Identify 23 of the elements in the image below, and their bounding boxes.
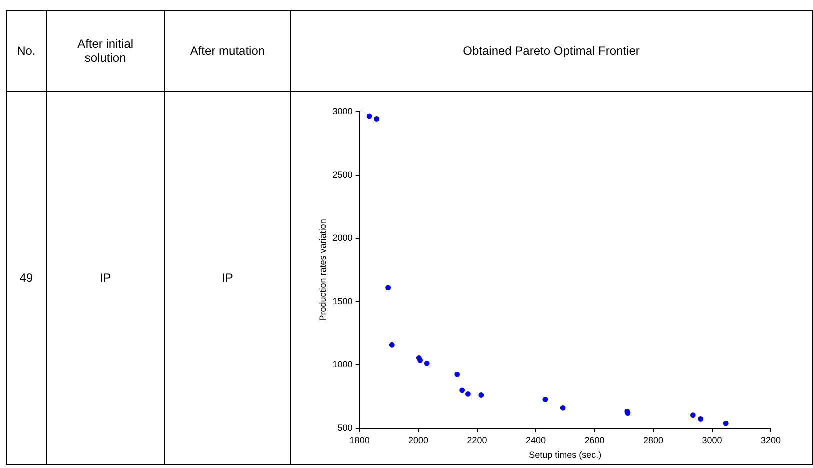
y-tick-label: 500 xyxy=(338,422,353,433)
text: Obtained Pareto Optimal Frontier xyxy=(290,10,812,92)
x-tick-label: 3000 xyxy=(702,435,722,446)
y-tick-label: 1500 xyxy=(332,296,353,306)
x-tick-label: 2000 xyxy=(408,435,429,446)
x-tick-label: 3200 xyxy=(761,435,782,446)
y-tick-label: 2500 xyxy=(332,170,353,180)
text: No. xyxy=(6,10,46,92)
x-tick-label: 2800 xyxy=(644,435,664,446)
x-tick-label: 2400 xyxy=(526,435,546,446)
y-axis-title: Production rates variation xyxy=(318,219,328,322)
y-tick-label: 3000 xyxy=(332,106,353,116)
y-tick-label: 1000 xyxy=(332,360,353,370)
text: IP xyxy=(164,92,291,464)
text: After initial solution xyxy=(46,10,165,92)
x-tick-label: 1800 xyxy=(350,435,370,446)
text: After mutation xyxy=(164,10,291,92)
text: 49 xyxy=(6,92,46,464)
text: IP xyxy=(46,92,165,464)
x-axis-title: Setup times (sec.) xyxy=(529,450,602,460)
y-tick-label: 2000 xyxy=(332,233,353,244)
x-tick-label: 2600 xyxy=(584,435,605,446)
x-tick-label: 2200 xyxy=(467,435,488,446)
